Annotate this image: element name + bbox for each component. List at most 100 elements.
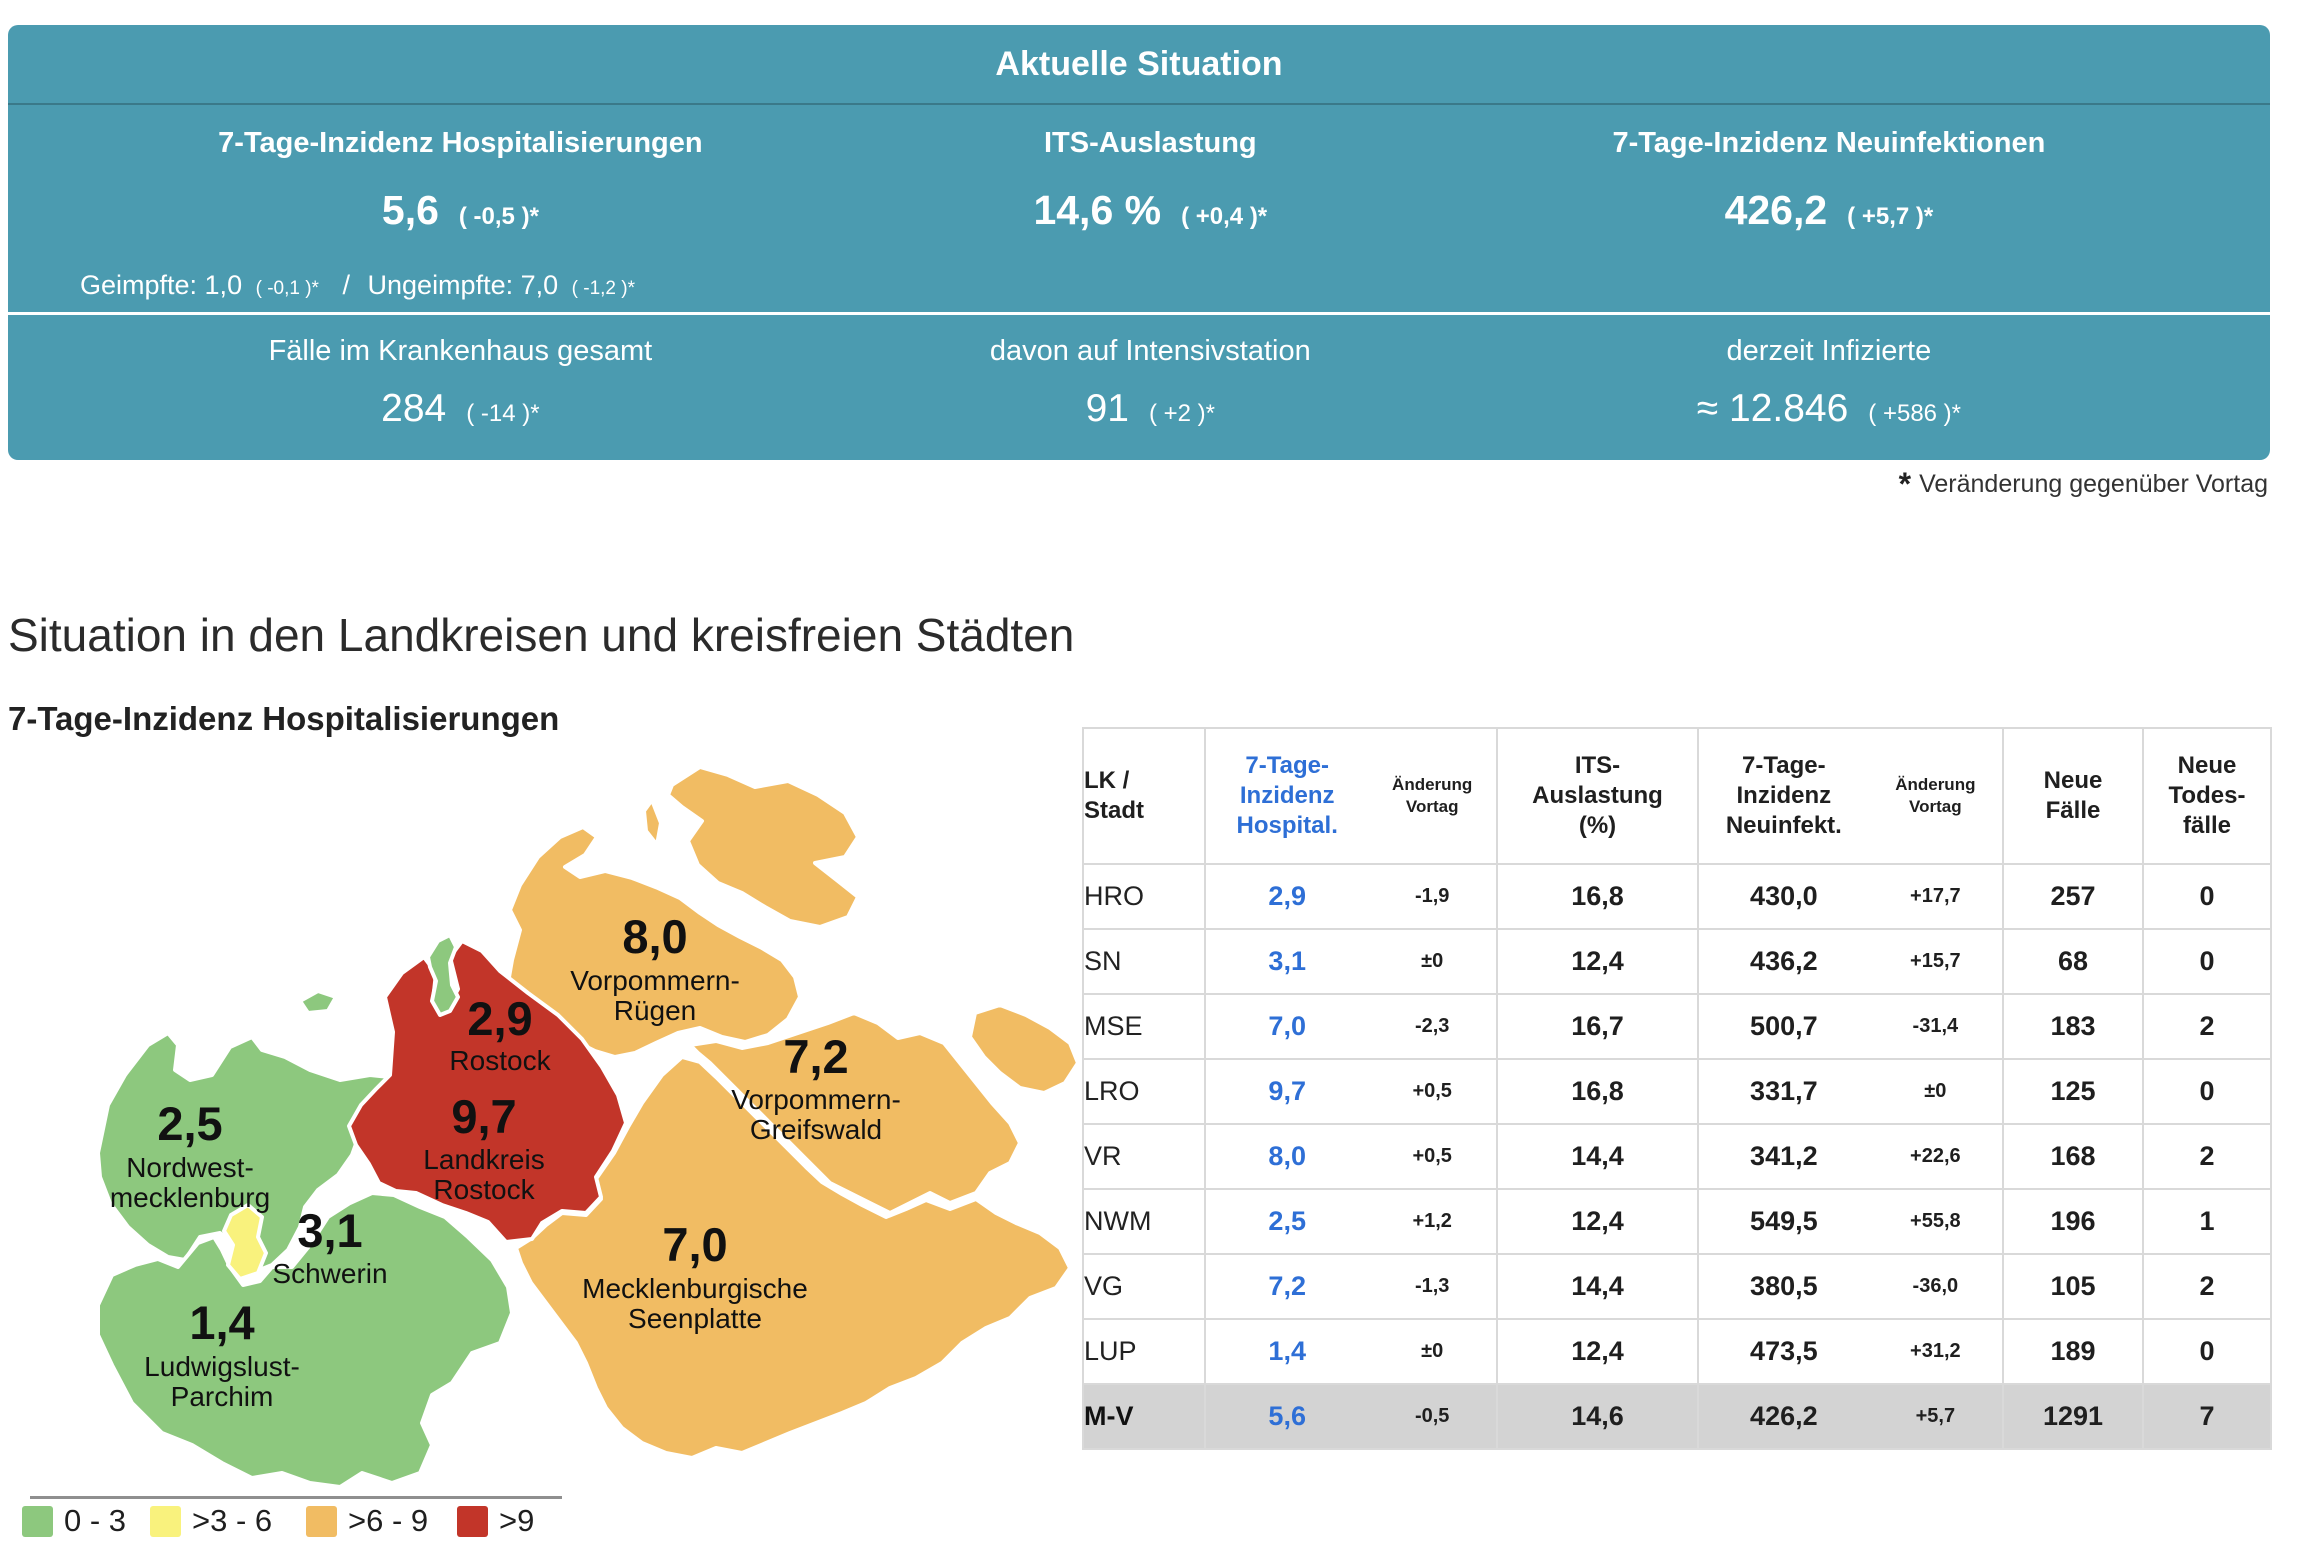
stat-hospitalization-incidence: 7-Tage-Inzidenz Hospitalisierungen 5,6 (… — [8, 121, 913, 234]
region-mecklenburgische-seenplatte-shape — [514, 1055, 1072, 1460]
stat-change: ( -14 )* — [466, 400, 540, 427]
separator: / — [342, 270, 350, 300]
map-label-ludwigslust-parchim-value: 1,4 — [189, 1296, 254, 1349]
stat-label: 7-Tage-Inzidenz Hospitalisierungen — [218, 127, 703, 159]
table-row-nwm: NWM 2,5 +1,2 12,4 549,5 +55,8 196 1 — [1082, 1188, 2272, 1255]
map-label-vorpommern-greifswald-name2: Greifswald — [750, 1114, 882, 1145]
stat-value: ≈ 12.846 — [1696, 387, 1849, 430]
legend-label: >3 - 6 — [192, 1503, 273, 1538]
section-title: Situation in den Landkreisen und kreisfr… — [8, 609, 1075, 661]
legend-label: 0 - 3 — [64, 1503, 127, 1538]
banner-bottom-row: Fälle im Krankenhaus gesamt 284 ( -14 )*… — [8, 327, 2270, 431]
region-vorpommern-greifswald-shape — [688, 1011, 1022, 1215]
legend-item-3-6: >3 - 6 — [150, 1504, 272, 1538]
header-newinfection-incidence: 7-Tage- Inzidenz Neuinfekt. Änderung Vortag — [1697, 727, 2004, 865]
usedom-island-shape — [968, 1003, 1080, 1095]
stat-value: 284 — [381, 387, 447, 430]
stat-change: ( -0,5 )* — [458, 203, 539, 230]
vaccinated-unvaccinated-note: Geimpfte: 1,0 ( -0,1 )* / Ungeimpfte: 7,… — [80, 261, 641, 309]
choropleth-map: 8,0 Vorpommern- Rügen 2,9 Rostock 9,7 La… — [96, 765, 1080, 1489]
stat-value: 426,2 — [1724, 187, 1828, 233]
header-neue-todesfaelle: Neue Todes-fälle — [2142, 727, 2272, 865]
unvaccinated-value: Ungeimpfte: 7,0 — [367, 270, 559, 300]
map-label-nordwestmecklenburg-name2: mecklenburg — [110, 1182, 270, 1213]
stat-label: ITS-Auslastung — [1043, 127, 1257, 159]
map-label-vorpommern-ruegen-name2: Rügen — [614, 995, 697, 1026]
map-label-schwerin-name: Schwerin — [272, 1258, 387, 1289]
map-label-seenplatte-value: 7,0 — [662, 1218, 727, 1271]
legend-item-6-9: >6 - 9 — [306, 1504, 428, 1538]
legend-swatch-orange — [306, 1505, 337, 1537]
legend-item-gt9: >9 — [457, 1504, 534, 1538]
region-schwerin-shape — [222, 1203, 268, 1281]
stat-currently-infected: derzeit Infizierte ≈ 12.846 ( +586 )* — [1388, 327, 2270, 431]
table-row-mv-total: M-V 5,6 -0,5 14,6 426,2 +5,7 1291 7 — [1082, 1383, 2272, 1450]
stat-label: derzeit Infizierte — [1726, 335, 1932, 367]
table-row-hro: HRO 2,9 -1,9 16,8 430,0 +17,7 257 0 — [1082, 863, 2272, 930]
footnote-change-vs-previous-day: * Veränderung gegenüber Vortag — [1899, 466, 2268, 503]
region-ludwigslust-parchim-shape — [96, 1191, 514, 1489]
map-label-vorpommern-greifswald-value: 7,2 — [783, 1030, 848, 1083]
stat-label: 7-Tage-Inzidenz Neuinfektionen — [1612, 127, 2046, 159]
region-rostock-city-shape — [426, 933, 460, 1017]
map-label-vorpommern-greifswald-name1: Vorpommern- — [731, 1084, 901, 1115]
legend-item-0-3: 0 - 3 — [22, 1504, 126, 1538]
header-lk-stadt: LK / Stadt — [1082, 727, 1206, 865]
legend-swatch-yellow — [150, 1505, 181, 1537]
stat-value: 91 — [1085, 387, 1129, 430]
vaccinated-change: ( -0,1 )* — [255, 278, 319, 299]
stat-newinfection-incidence: 7-Tage-Inzidenz Neuinfektionen 426,2 ( +… — [1388, 121, 2270, 234]
current-situation-banner: Aktuelle Situation 7-Tage-Inzidenz Hospi… — [8, 25, 2270, 460]
map-label-seenplatte-name1: Mecklenburgische — [582, 1273, 808, 1304]
legend-swatch-red — [457, 1505, 488, 1537]
table-header-row: LK / Stadt 7-Tage- Inzidenz Hospital. Änder… — [1082, 727, 2272, 865]
table-row-mse: MSE 7,0 -2,3 16,7 500,7 -31,4 183 2 — [1082, 993, 2272, 1060]
stat-hospital-cases-total: Fälle im Krankenhaus gesamt 284 ( -14 )* — [8, 327, 913, 431]
unvaccinated-change: ( -1,2 )* — [571, 278, 635, 299]
banner-top-row: 7-Tage-Inzidenz Hospitalisierungen 5,6 (… — [8, 121, 2270, 234]
map-label-seenplatte-name2: Seenplatte — [628, 1303, 762, 1334]
map-label-ludwigslust-parchim-name2: Parchim — [171, 1381, 274, 1412]
table-row-vr: VR 8,0 +0,5 14,4 341,2 +22,6 168 2 — [1082, 1123, 2272, 1190]
stat-change: ( +5,7 )* — [1847, 203, 1934, 230]
legend-label: >6 - 9 — [348, 1503, 429, 1538]
stat-icu-utilization: ITS-Auslastung 14,6 % ( +0,4 )* — [913, 121, 1388, 234]
map-label-vorpommern-ruegen-name1: Vorpommern- — [570, 965, 740, 996]
legend-label: >9 — [499, 1503, 535, 1538]
legend-divider-line — [30, 1496, 562, 1499]
banner-divider — [8, 312, 2270, 315]
map-label-nordwestmecklenburg-value: 2,5 — [157, 1097, 222, 1150]
hiddensee-island-shape — [642, 798, 663, 847]
stat-icu-cases: davon auf Intensivstation 91 ( +2 )* — [913, 327, 1388, 431]
banner-title: Aktuelle Situation — [8, 25, 2270, 105]
ruegen-island-shape — [666, 765, 860, 929]
map-title: 7-Tage-Inzidenz Hospitalisierungen — [8, 700, 560, 737]
table-row-lup: LUP 1,4 ±0 12,4 473,5 +31,2 189 0 — [1082, 1318, 2272, 1385]
footnote-text: Veränderung gegenüber Vortag — [1919, 470, 2268, 498]
stat-value: 5,6 — [381, 187, 439, 233]
district-table: LK / Stadt 7-Tage- Inzidenz Hospital. Änder… — [1082, 727, 2272, 1450]
map-label-rostock-city-name: Rostock — [449, 1045, 551, 1076]
stat-label: davon auf Intensivstation — [989, 335, 1311, 367]
map-label-ludwigslust-parchim-name1: Ludwigslust- — [144, 1351, 300, 1382]
header-neue-faelle: Neue Fälle — [2002, 727, 2144, 865]
legend-swatch-green — [22, 1505, 53, 1537]
stat-change: ( +586 )* — [1868, 400, 1962, 427]
map-label-landkreis-rostock-name1: Landkreis — [423, 1144, 544, 1175]
map-label-nordwestmecklenburg-name1: Nordwest- — [126, 1152, 254, 1183]
stat-change: ( +0,4 )* — [1181, 203, 1268, 230]
header-hospital-incidence: 7-Tage- Inzidenz Hospital. Änderung Vortag — [1204, 727, 1498, 865]
map-label-landkreis-rostock-name2: Rostock — [433, 1174, 535, 1205]
stat-value: 14,6 % — [1033, 187, 1162, 233]
header-its-auslastung: ITS- Auslastung (%) — [1496, 727, 1699, 865]
table-row-sn: SN 3,1 ±0 12,4 436,2 +15,7 68 0 — [1082, 928, 2272, 995]
map-label-rostock-city-value: 2,9 — [467, 992, 532, 1045]
map-label-landkreis-rostock-value: 9,7 — [451, 1090, 516, 1143]
table-row-vg: VG 7,2 -1,3 14,4 380,5 -36,0 105 2 — [1082, 1253, 2272, 1320]
map-label-schwerin-value: 3,1 — [297, 1204, 362, 1257]
asterisk: * — [1898, 466, 1912, 502]
vaccinated-value: Geimpfte: 1,0 — [80, 270, 243, 300]
table-row-lro: LRO 9,7 +0,5 16,8 331,7 ±0 125 0 — [1082, 1058, 2272, 1125]
stat-change: ( +2 )* — [1148, 400, 1216, 427]
